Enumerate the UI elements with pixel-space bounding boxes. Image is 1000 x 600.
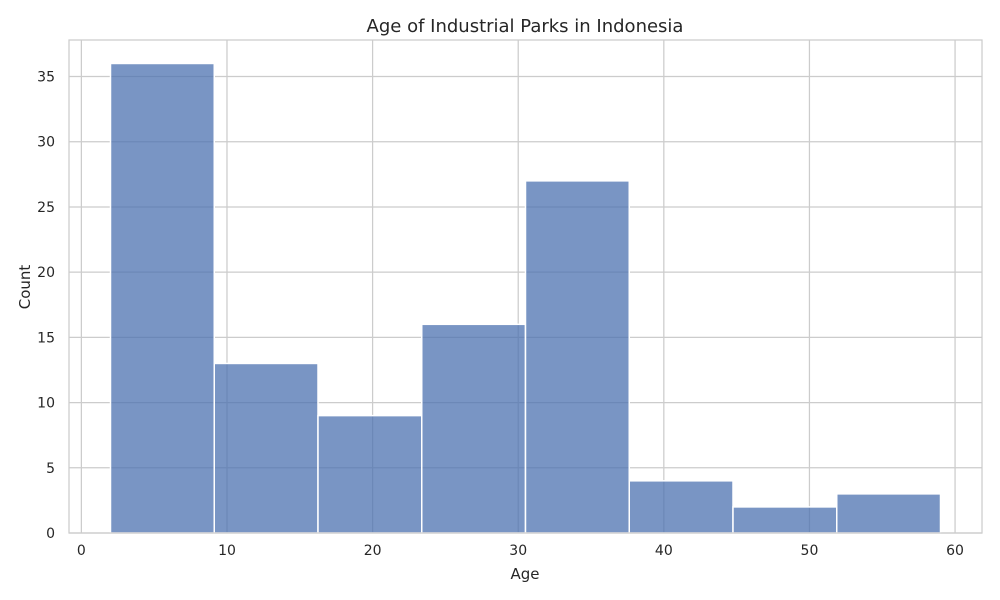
y-tick-label: 5	[46, 461, 55, 477]
x-tick-label: 60	[946, 543, 964, 559]
histogram-bar-1	[109, 62, 215, 534]
histogram-bar-4	[421, 323, 527, 534]
chart-title: Age of Industrial Parks in Indonesia	[367, 16, 684, 37]
x-tick-label: 40	[655, 543, 673, 559]
x-tick-label: 10	[218, 543, 236, 559]
y-tick-label: 15	[37, 330, 55, 346]
y-tick-label: 0	[46, 526, 55, 542]
histogram-bar-2	[213, 362, 319, 534]
y-axis-label: Count	[16, 265, 34, 310]
histogram-bar-3	[317, 414, 423, 534]
y-tick-label: 35	[37, 70, 55, 86]
histogram-bars	[109, 62, 942, 534]
x-tick-label: 20	[364, 543, 382, 559]
plot-frame	[68, 39, 983, 534]
y-tick-label: 30	[37, 135, 55, 151]
histogram-bar-7	[732, 506, 838, 534]
y-tick-label: 25	[37, 200, 55, 216]
x-tick-label: 30	[509, 543, 527, 559]
histogram-bar-6	[628, 480, 734, 534]
histogram-bar-8	[836, 493, 942, 534]
y-axis-ticks: 0 5 10 15 20 25 30 35	[37, 70, 55, 542]
x-axis-label: Age	[510, 565, 539, 583]
x-tick-label: 0	[77, 543, 86, 559]
y-tick-label: 20	[37, 265, 55, 281]
x-tick-label: 50	[801, 543, 819, 559]
y-tick-label: 10	[37, 396, 55, 412]
histogram-bar-5	[524, 180, 630, 534]
x-axis-ticks: 0 10 20 30 40 50 60	[77, 543, 964, 559]
